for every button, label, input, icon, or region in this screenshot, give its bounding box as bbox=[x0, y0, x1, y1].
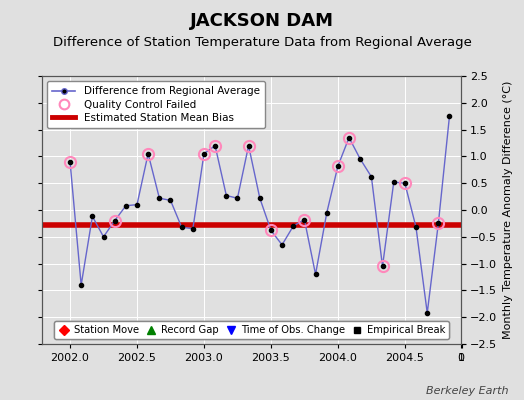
Text: Difference of Station Temperature Data from Regional Average: Difference of Station Temperature Data f… bbox=[52, 36, 472, 49]
Y-axis label: Monthly Temperature Anomaly Difference (°C): Monthly Temperature Anomaly Difference (… bbox=[503, 81, 513, 339]
Text: JACKSON DAM: JACKSON DAM bbox=[190, 12, 334, 30]
Text: Berkeley Earth: Berkeley Earth bbox=[426, 386, 508, 396]
Legend: Station Move, Record Gap, Time of Obs. Change, Empirical Break: Station Move, Record Gap, Time of Obs. C… bbox=[54, 321, 449, 339]
